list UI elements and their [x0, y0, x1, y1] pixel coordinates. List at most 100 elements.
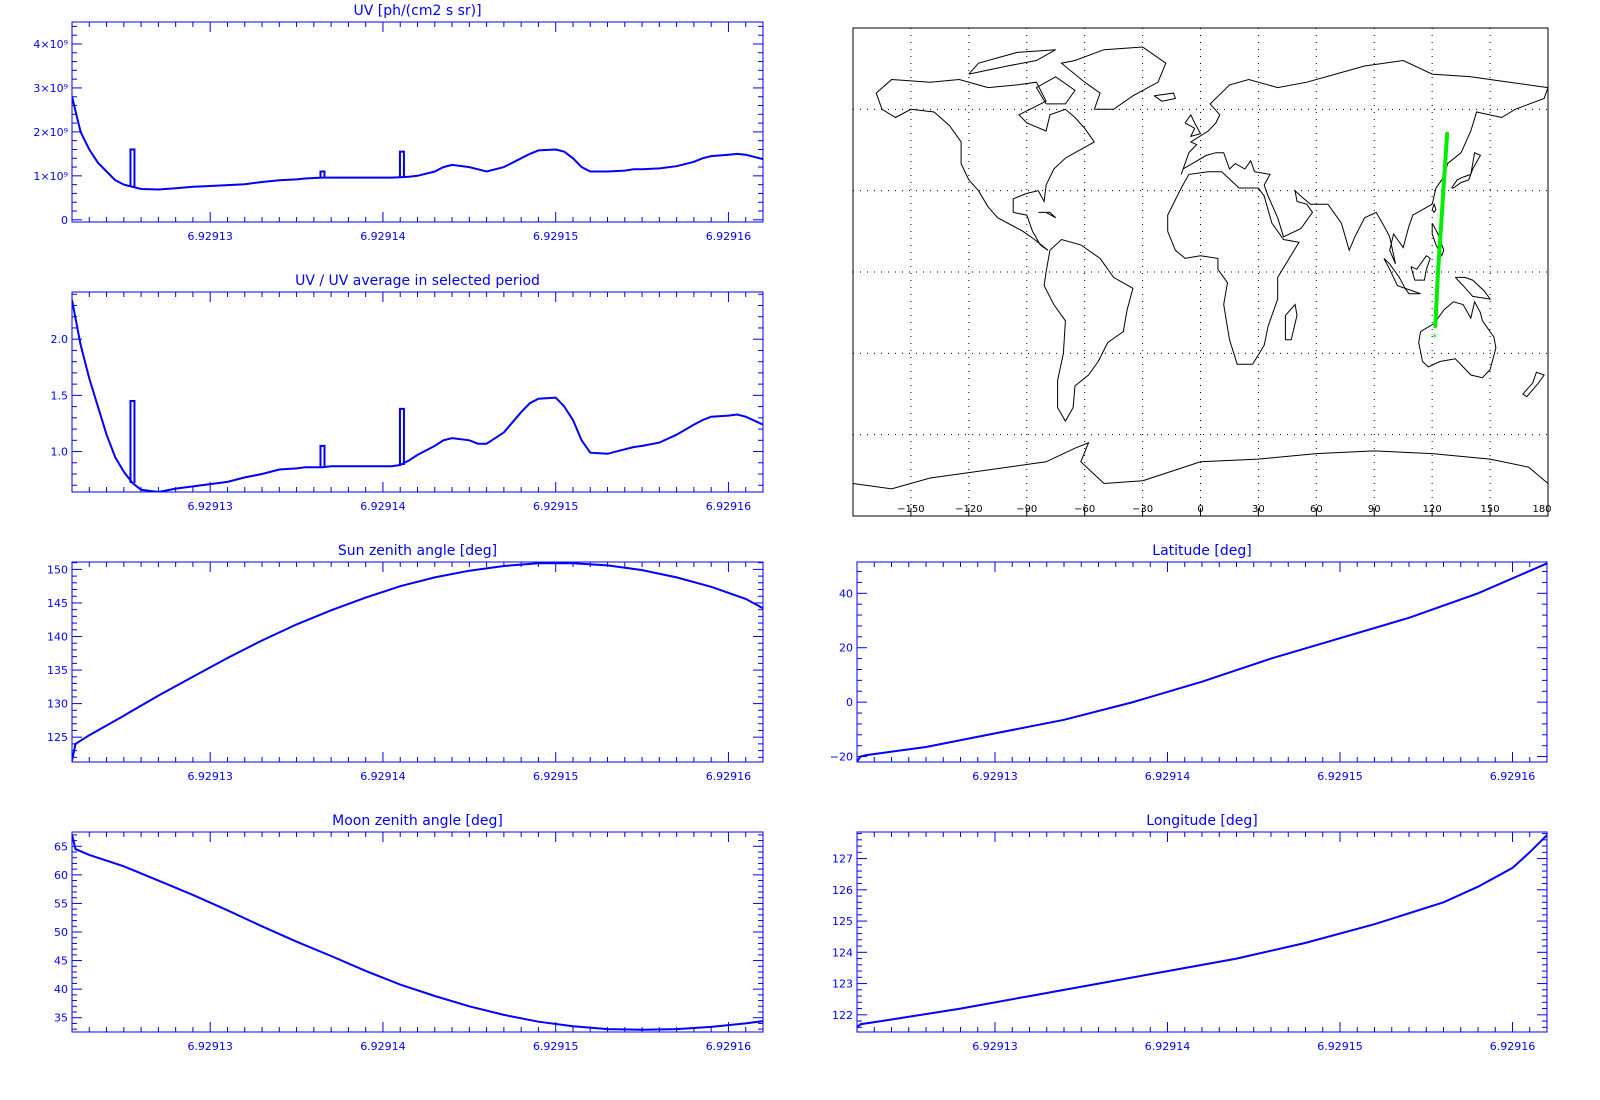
- y-tick-label: 1.5: [51, 389, 69, 402]
- y-tick-label: 126: [832, 884, 853, 897]
- series-spike: [129, 148, 136, 187]
- y-tick-label: 3×10⁹: [33, 82, 68, 95]
- coastline: [1038, 211, 1057, 219]
- map-lon-label: −30: [1132, 504, 1153, 515]
- y-tick-label: 127: [832, 853, 853, 866]
- x-tick-label: 6.92916: [1490, 770, 1536, 783]
- y-tick-label: 2×10⁹: [33, 126, 68, 139]
- plot-frame: [856, 561, 1548, 763]
- coastline: [1043, 238, 1134, 423]
- chart-lat: Latitude [deg] 6.92913 6.92914 6.92915 6.929…: [830, 543, 1548, 783]
- x-tick-label: 6.92913: [187, 500, 233, 513]
- coastline: [875, 78, 1096, 251]
- chart-title: Latitude [deg]: [1152, 543, 1251, 559]
- plot-frame: [71, 831, 764, 1033]
- chart-uv: UV [ph/(cm2 s sr)] 6.92913 6.92914 6.92915 6…: [33, 3, 764, 243]
- series-spike: [319, 444, 326, 468]
- world-map: −150 −120 −90 −60 −30 0 30 60 90 120 150 180 *: [852, 27, 1552, 517]
- x-tick-label: 6.92914: [1145, 1040, 1191, 1053]
- x-tick-label: 6.92916: [706, 1040, 752, 1053]
- plot-frame: [71, 21, 764, 223]
- map-lon-label: 90: [1368, 504, 1381, 515]
- map-lon-label: 120: [1423, 504, 1442, 515]
- x-tick-label: 6.92915: [1317, 1040, 1363, 1053]
- x-tick-label: 6.92914: [1145, 770, 1191, 783]
- y-tick-label: 1×10⁹: [33, 170, 68, 183]
- y-tick-label: 140: [47, 630, 68, 643]
- x-tick-label: 6.92915: [533, 1040, 579, 1053]
- map-frame: [852, 27, 1549, 517]
- y-tick-label: 45: [54, 955, 68, 968]
- plot-frame: [71, 561, 764, 763]
- series-spike: [398, 407, 405, 466]
- coastline: [1060, 46, 1167, 110]
- x-tick-label: 6.92914: [360, 1040, 406, 1053]
- map-lon-label: 60: [1310, 504, 1323, 515]
- series-line: [72, 299, 763, 492]
- coastline: [1167, 171, 1300, 365]
- chart-title: Sun zenith angle [deg]: [338, 543, 497, 559]
- y-tick-label: 55: [54, 897, 68, 910]
- plot-frame: [856, 831, 1548, 1033]
- series-spike: [398, 150, 405, 178]
- series-line: [72, 562, 763, 761]
- y-tick-label: 125: [832, 915, 853, 928]
- y-tick-label: 0: [61, 214, 68, 227]
- y-tick-label: 135: [47, 664, 68, 677]
- series-line: [857, 834, 1547, 1029]
- coastline: [1454, 276, 1492, 300]
- y-tick-label: 60: [54, 869, 68, 882]
- chart-title: Moon zenith angle [deg]: [332, 813, 503, 829]
- y-tick-label: −20: [830, 751, 853, 764]
- y-tick-label: 4×10⁹: [33, 38, 68, 51]
- y-tick-label: 20: [839, 642, 853, 655]
- coastline: [1418, 300, 1497, 379]
- coastline: [1383, 258, 1407, 290]
- y-tick-label: 145: [47, 597, 68, 610]
- plot-frame: [71, 291, 764, 493]
- coastline: [853, 441, 1548, 490]
- coastline: [1431, 202, 1437, 214]
- coastline: [1153, 92, 1177, 102]
- x-tick-label: 6.92916: [706, 230, 752, 243]
- series-spike: [319, 170, 326, 178]
- coastline: [1431, 222, 1445, 257]
- x-tick-label: 6.92913: [187, 770, 233, 783]
- track-start-marker: *: [1432, 332, 1437, 343]
- chart-mza: Moon zenith angle [deg] 6.92913 6.92914 6.9…: [54, 813, 764, 1053]
- x-tick-label: 6.92915: [533, 770, 579, 783]
- x-tick-label: 6.92913: [187, 1040, 233, 1053]
- chart-lon: Longitude [deg] 6.92913 6.92914 6.92915 6.92…: [832, 813, 1548, 1053]
- y-tick-label: 125: [47, 731, 68, 744]
- y-tick-label: 35: [54, 1012, 68, 1025]
- x-tick-label: 6.92913: [187, 230, 233, 243]
- x-tick-label: 6.92916: [1490, 1040, 1536, 1053]
- x-tick-label: 6.92915: [1317, 770, 1363, 783]
- x-tick-label: 6.92915: [533, 230, 579, 243]
- y-tick-label: 65: [54, 840, 68, 853]
- chart-title: UV [ph/(cm2 s sr)]: [353, 3, 481, 19]
- y-tick-label: 124: [832, 946, 853, 959]
- x-tick-label: 6.92916: [706, 500, 752, 513]
- x-tick-label: 6.92915: [533, 500, 579, 513]
- series-line: [72, 96, 763, 191]
- coastline: [1184, 113, 1202, 138]
- coastline: [1035, 76, 1076, 105]
- coastline: [1284, 303, 1298, 341]
- map-lon-label: 30: [1252, 504, 1265, 515]
- y-tick-label: 2.0: [51, 333, 69, 346]
- y-tick-label: 1.0: [51, 446, 69, 459]
- map-lon-label: 180: [1532, 504, 1551, 515]
- chart-title: UV / UV average in selected period: [295, 273, 540, 289]
- map-lon-label: −120: [955, 504, 982, 515]
- map-lon-label: −90: [1016, 504, 1037, 515]
- y-tick-label: 123: [832, 978, 853, 991]
- map-lon-label: 0: [1197, 504, 1203, 515]
- chart-uvratio: UV / UV average in selected period 6.9291…: [51, 273, 764, 513]
- orbit-track: [1433, 131, 1450, 329]
- chart-sza: Sun zenith angle [deg] 6.92913 6.92914 6.92…: [47, 543, 764, 783]
- coastline: [1451, 151, 1482, 189]
- x-tick-label: 6.92913: [972, 770, 1018, 783]
- y-tick-label: 40: [839, 587, 853, 600]
